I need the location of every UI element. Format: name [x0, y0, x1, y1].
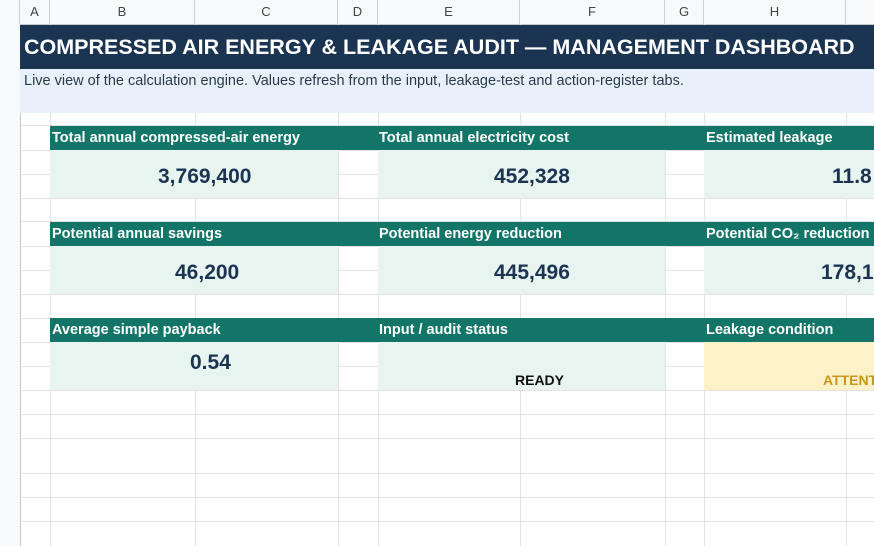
kpi-header-row-3 — [50, 318, 874, 342]
dashboard-subtitle: Live view of the calculation engine. Val… — [24, 73, 684, 89]
kpi-cell-energy-reduction[interactable] — [378, 246, 665, 294]
column-header-i[interactable] — [846, 0, 874, 24]
column-header-b[interactable]: B — [50, 0, 195, 24]
kpi-label-co2-reduction: Potential CO₂ reduction — [706, 226, 870, 242]
kpi-label-leak-condition: Leakage condition — [706, 322, 834, 338]
kpi-label-audit-status: Input / audit status — [379, 322, 508, 338]
kpi-value-leak-condition: ATTENT — [823, 372, 874, 388]
row-header[interactable]: 0 — [0, 527, 20, 539]
kpi-cell-leakage[interactable] — [704, 150, 874, 198]
column-header-h[interactable]: H — [704, 0, 846, 24]
row-header[interactable]: 5 — [0, 398, 20, 410]
kpi-value-audit-status: READY — [515, 372, 565, 388]
kpi-cell-savings[interactable] — [50, 246, 338, 294]
row-header-gutter: 0 1 2 3 4 5 6 7 8 9 0 — [0, 24, 21, 546]
row-header[interactable]: 4 — [0, 374, 20, 386]
kpi-label-payback: Average simple payback — [52, 322, 221, 338]
row-header[interactable]: 8 — [0, 479, 20, 491]
kpi-label-total-energy: Total annual compressed-air energy — [52, 130, 300, 146]
kpi-label-savings: Potential annual savings — [52, 226, 223, 242]
title-banner[interactable] — [20, 25, 874, 69]
kpi-label-leakage: Estimated leakage — [706, 130, 833, 146]
kpi-header-row-2 — [50, 222, 874, 246]
column-header-g[interactable]: G — [665, 0, 704, 24]
column-header-bar: A B C D E F G H — [0, 0, 874, 25]
kpi-value-energy-reduction: 445,496 — [494, 261, 570, 284]
kpi-value-leakage: 11.8 — [832, 165, 872, 188]
select-all-corner[interactable] — [0, 0, 20, 24]
column-header-d[interactable]: D — [338, 0, 378, 24]
row-header[interactable]: 0 — [0, 278, 20, 290]
dashboard-title: COMPRESSED AIR ENERGY & LEAKAGE AUDIT — … — [24, 35, 855, 59]
row-header[interactable]: 9 — [0, 503, 20, 515]
kpi-value-savings: 46,200 — [175, 261, 240, 284]
row-header[interactable]: 3 — [0, 350, 20, 362]
kpi-value-total-energy: 3,769,400 — [158, 165, 252, 188]
kpi-value-co2-reduction: 178,1 — [821, 261, 874, 284]
row-header[interactable]: 2 — [0, 326, 20, 338]
kpi-cell-payback[interactable] — [50, 342, 338, 390]
kpi-value-payback: 0.54 — [190, 351, 231, 374]
column-header-e[interactable]: E — [378, 0, 520, 24]
subtitle-banner[interactable] — [20, 69, 874, 113]
row-header[interactable]: 1 — [0, 302, 20, 314]
kpi-cell-audit-status[interactable] — [378, 342, 665, 390]
kpi-header-row-1 — [50, 126, 874, 150]
kpi-cell-co2-reduction[interactable] — [704, 246, 874, 294]
kpi-label-energy-reduction: Potential energy reduction — [379, 226, 562, 242]
kpi-label-total-cost: Total annual electricity cost — [379, 130, 569, 146]
kpi-value-total-cost: 452,328 — [494, 165, 570, 188]
column-header-f[interactable]: F — [520, 0, 665, 24]
kpi-cell-total-energy[interactable] — [50, 150, 338, 198]
row-header[interactable]: 7 — [0, 454, 20, 466]
kpi-cell-total-cost[interactable] — [378, 150, 665, 198]
row-header[interactable]: 6 — [0, 422, 20, 434]
column-header-c[interactable]: C — [195, 0, 338, 24]
column-header-a[interactable]: A — [20, 0, 50, 24]
kpi-cell-leak-condition[interactable] — [704, 342, 874, 390]
